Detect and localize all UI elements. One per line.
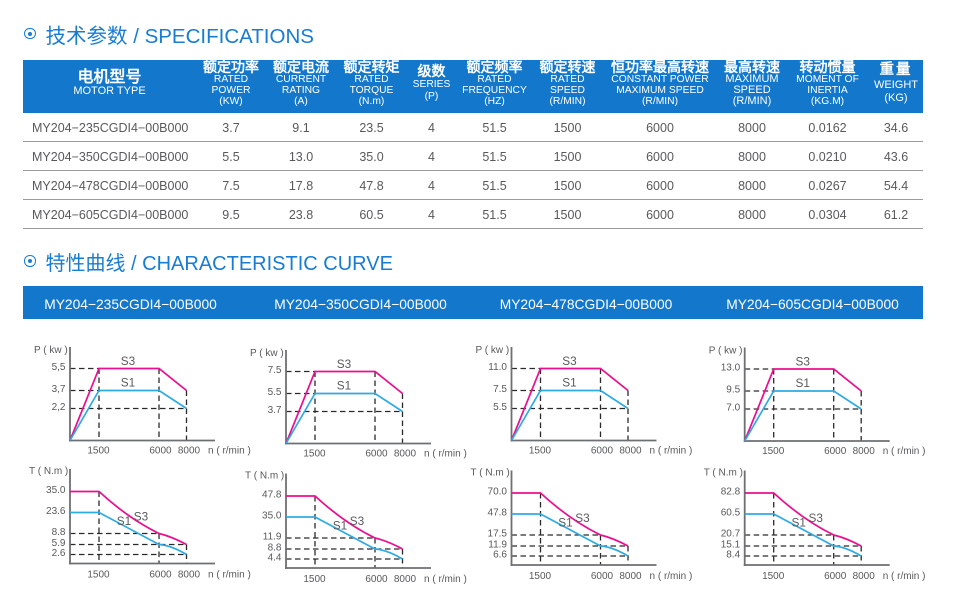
svg-text:3,7: 3,7	[52, 384, 66, 395]
svg-text:n ( r/min ): n ( r/min )	[208, 570, 251, 581]
svg-text:8000: 8000	[394, 574, 417, 585]
svg-text:T ( N.m ): T ( N.m )	[471, 468, 510, 479]
svg-text:47.8: 47.8	[262, 490, 282, 501]
svg-text:6000: 6000	[149, 446, 172, 457]
svg-text:P ( kw ): P ( kw )	[250, 348, 284, 359]
svg-text:1500: 1500	[87, 570, 110, 581]
svg-text:47.8: 47.8	[488, 508, 508, 519]
svg-text:S3: S3	[350, 514, 365, 528]
svg-text:11.9: 11.9	[263, 532, 282, 543]
svg-text:15.1: 15.1	[721, 540, 741, 551]
svg-text:S3: S3	[808, 511, 823, 525]
svg-text:P ( kw ): P ( kw )	[34, 345, 68, 356]
svg-text:S3: S3	[337, 357, 352, 371]
svg-text:n ( r/min ): n ( r/min )	[883, 571, 926, 582]
svg-text:35.0: 35.0	[262, 511, 282, 522]
svg-text:5.5: 5.5	[493, 402, 507, 413]
svg-text:S3: S3	[575, 511, 590, 525]
svg-text:S1: S1	[795, 376, 809, 390]
svg-text:1500: 1500	[303, 449, 326, 460]
svg-text:6000: 6000	[824, 446, 847, 457]
svg-text:8000: 8000	[178, 446, 201, 457]
svg-text:1500: 1500	[529, 571, 552, 582]
svg-text:7.5: 7.5	[493, 384, 507, 395]
svg-text:n ( r/min ): n ( r/min )	[650, 571, 693, 582]
svg-text:S1: S1	[562, 376, 576, 390]
svg-text:8000: 8000	[853, 446, 876, 457]
svg-text:5,5: 5,5	[52, 362, 66, 373]
svg-text:8.4: 8.4	[726, 550, 740, 561]
svg-text:7.5: 7.5	[268, 365, 282, 376]
svg-text:S1: S1	[791, 516, 805, 530]
svg-text:11.0: 11.0	[488, 362, 507, 373]
svg-text:3.7: 3.7	[268, 405, 282, 416]
svg-text:5.9: 5.9	[52, 538, 66, 549]
svg-text:6000: 6000	[824, 571, 847, 582]
svg-text:6.6: 6.6	[493, 550, 507, 561]
svg-text:8.8: 8.8	[268, 543, 282, 554]
svg-text:S3: S3	[795, 355, 810, 369]
svg-text:6000: 6000	[149, 570, 172, 581]
svg-text:9.5: 9.5	[726, 385, 740, 396]
svg-text:P ( kw ): P ( kw )	[476, 345, 510, 356]
svg-text:S1: S1	[117, 514, 131, 528]
svg-text:n ( r/min ): n ( r/min )	[883, 446, 926, 457]
svg-text:4.4: 4.4	[268, 553, 282, 564]
svg-text:6000: 6000	[591, 571, 614, 582]
svg-text:2.6: 2.6	[52, 548, 66, 559]
svg-text:T ( N.m ): T ( N.m )	[29, 466, 68, 477]
svg-text:S3: S3	[134, 510, 149, 524]
svg-text:1500: 1500	[529, 446, 552, 457]
svg-text:20.7: 20.7	[721, 529, 741, 540]
svg-text:60.5: 60.5	[721, 508, 741, 519]
svg-text:70.0: 70.0	[488, 487, 508, 498]
svg-text:S1: S1	[121, 376, 135, 390]
svg-text:n ( r/min ): n ( r/min )	[424, 574, 467, 585]
svg-text:1500: 1500	[762, 571, 785, 582]
svg-text:S1: S1	[337, 379, 351, 393]
svg-text:n ( r/min ): n ( r/min )	[650, 446, 693, 457]
svg-text:23.6: 23.6	[46, 506, 66, 517]
svg-text:T ( N.m ): T ( N.m )	[245, 471, 284, 482]
svg-text:T ( N.m ): T ( N.m )	[704, 468, 743, 479]
svg-text:1500: 1500	[303, 574, 326, 585]
svg-text:S1: S1	[558, 516, 572, 530]
svg-text:8000: 8000	[178, 570, 201, 581]
svg-text:5.5: 5.5	[268, 387, 282, 398]
svg-text:82.8: 82.8	[721, 487, 741, 498]
svg-text:13.0: 13.0	[721, 363, 741, 374]
svg-text:8.8: 8.8	[52, 527, 66, 538]
svg-text:6000: 6000	[365, 449, 388, 460]
svg-text:2,2: 2,2	[52, 402, 66, 413]
svg-text:17.5: 17.5	[488, 529, 508, 540]
svg-text:11.9: 11.9	[488, 540, 507, 551]
svg-text:P ( kw ): P ( kw )	[709, 346, 743, 357]
svg-text:8000: 8000	[619, 571, 642, 582]
svg-text:n ( r/min ): n ( r/min )	[424, 449, 467, 460]
svg-text:6000: 6000	[365, 574, 388, 585]
svg-text:8000: 8000	[619, 446, 642, 457]
svg-text:S1: S1	[333, 519, 347, 533]
svg-text:1500: 1500	[87, 446, 110, 457]
svg-text:1500: 1500	[762, 446, 785, 457]
svg-text:S3: S3	[562, 354, 577, 368]
svg-text:S3: S3	[121, 354, 136, 368]
svg-text:35.0: 35.0	[46, 485, 66, 496]
svg-text:8000: 8000	[394, 449, 417, 460]
svg-text:n ( r/min ): n ( r/min )	[208, 446, 251, 457]
svg-text:7.0: 7.0	[726, 403, 740, 414]
svg-text:6000: 6000	[591, 446, 614, 457]
svg-text:8000: 8000	[853, 571, 876, 582]
